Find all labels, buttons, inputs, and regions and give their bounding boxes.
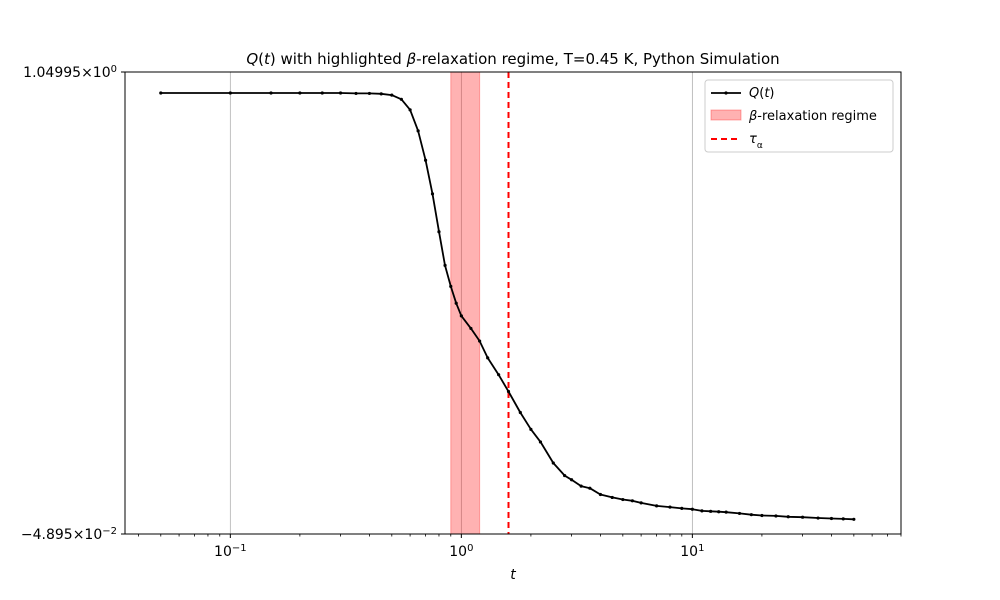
data-point — [298, 91, 302, 95]
data-point — [408, 108, 412, 112]
data-point — [717, 510, 721, 514]
legend: Q(t) β-relaxation regime τα — [704, 79, 894, 153]
data-point — [749, 513, 753, 517]
legend-box — [704, 79, 894, 153]
data-point — [551, 461, 555, 465]
data-point — [437, 230, 441, 234]
data-point — [529, 427, 533, 431]
data-point — [228, 91, 232, 95]
data-point — [598, 492, 603, 497]
x-tick-label: 101 — [680, 543, 704, 561]
x-tick-label: 10−1 — [214, 543, 247, 561]
legend-marker-q — [724, 91, 728, 95]
legend-label-tau: τα — [749, 132, 763, 151]
data-point — [538, 440, 543, 444]
data-point — [367, 91, 372, 96]
data-point — [449, 284, 453, 288]
legend-label-q: Q(t) — [749, 86, 775, 101]
data-point — [443, 263, 447, 267]
data-point — [654, 504, 659, 508]
data-point — [390, 93, 394, 97]
data-point — [700, 509, 704, 513]
data-point — [690, 507, 694, 511]
data-point — [668, 505, 672, 509]
data-point — [469, 326, 473, 331]
x-axis-label: t — [510, 567, 516, 583]
data-point — [379, 92, 383, 96]
data-point — [338, 91, 343, 95]
data-point — [737, 511, 742, 516]
y-tick-label: −4.895×10−2 — [21, 526, 117, 544]
y-tick-label: 1.04995×100 — [23, 64, 117, 82]
data-point — [829, 516, 834, 521]
data-point — [506, 389, 511, 394]
data-point — [774, 514, 778, 518]
data-point — [159, 91, 163, 95]
data-point — [320, 91, 324, 95]
data-point — [786, 515, 790, 519]
data-point — [454, 301, 458, 305]
data-point — [269, 91, 273, 95]
legend-label-beta: β-relaxation regime — [748, 109, 877, 124]
data-point — [724, 510, 728, 514]
data-point — [354, 91, 358, 96]
data-point — [579, 484, 583, 488]
plot-area: 10−1 100 101 1.04995×100 −4.895×10−2 — [21, 64, 902, 561]
data-point — [423, 158, 428, 162]
data-point — [680, 506, 684, 510]
data-point — [459, 314, 463, 318]
data-point — [563, 473, 567, 478]
legend-swatch-beta — [710, 109, 742, 121]
axes-frame — [124, 71, 902, 535]
data-point — [800, 515, 805, 519]
data-point — [430, 192, 435, 196]
data-point — [760, 513, 764, 518]
data-point — [621, 497, 625, 502]
data-point — [416, 129, 420, 133]
data-point — [478, 339, 482, 343]
data-point — [639, 501, 643, 505]
data-point — [518, 410, 522, 415]
data-point — [399, 97, 403, 101]
data-point — [709, 509, 713, 513]
chart-title: Q(t) with highlighted β-relaxation regim… — [246, 50, 779, 68]
data-point — [569, 478, 574, 482]
data-point — [841, 517, 845, 521]
data-point — [588, 486, 592, 490]
data-point — [852, 517, 856, 521]
data-point — [816, 516, 820, 520]
data-point — [610, 495, 614, 500]
data-point — [497, 373, 501, 377]
x-tick-label: 100 — [449, 543, 473, 561]
data-point — [486, 356, 490, 360]
data-point — [630, 499, 634, 503]
series-line-q — [160, 92, 854, 521]
